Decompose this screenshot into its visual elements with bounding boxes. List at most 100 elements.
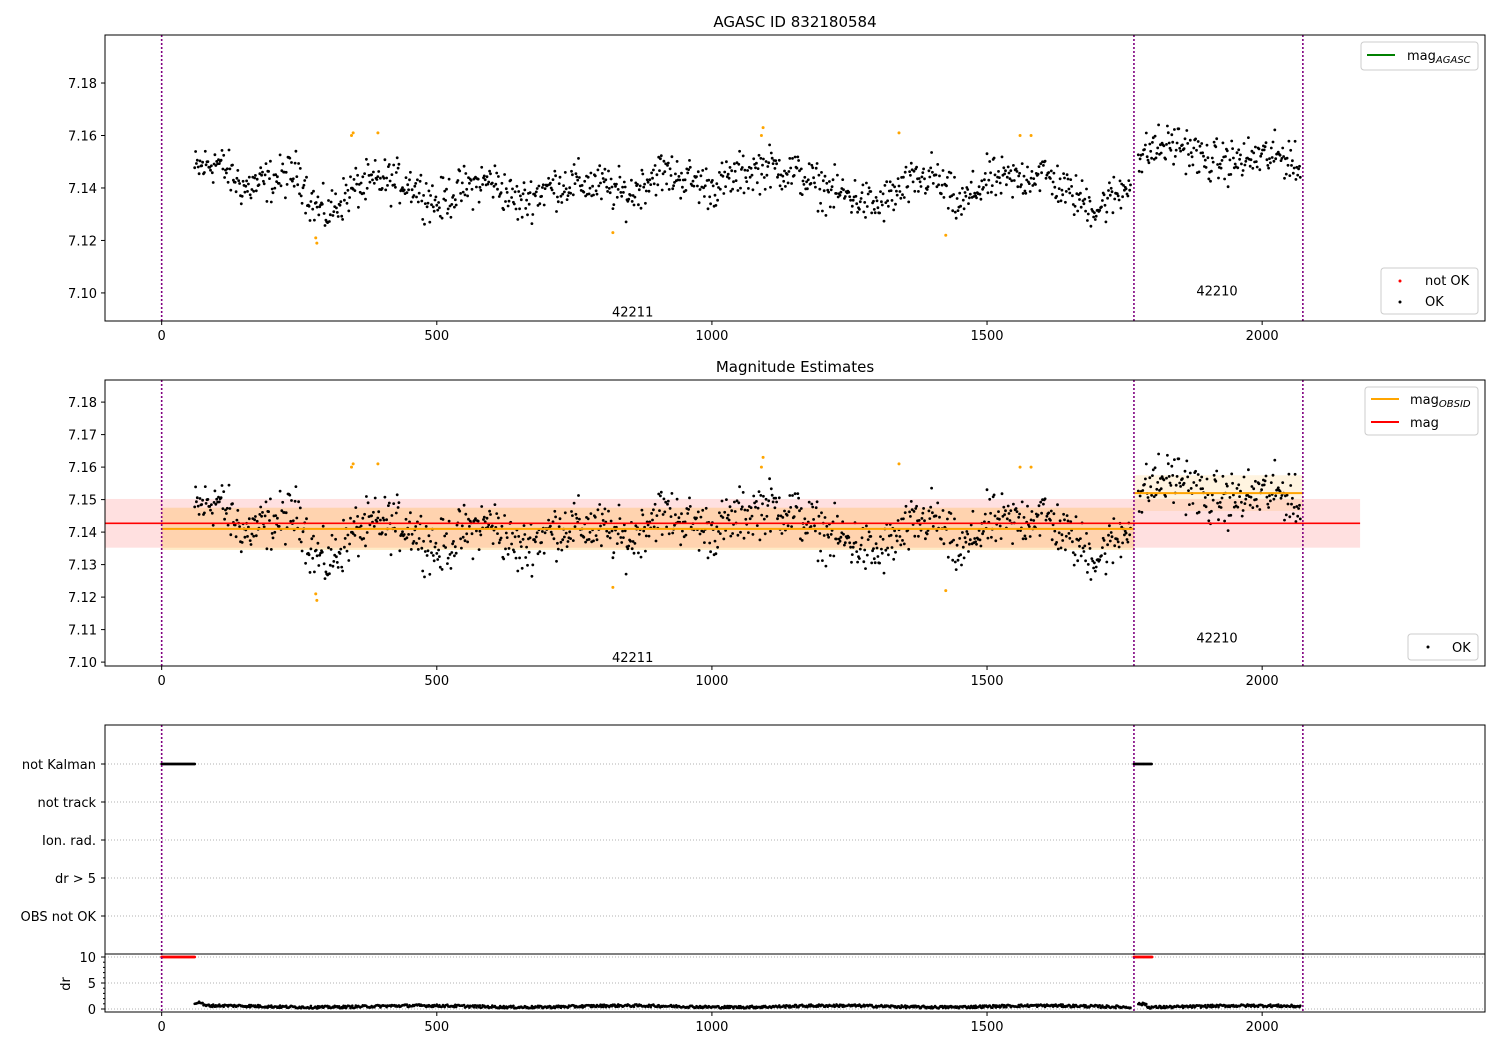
ok-point: [637, 188, 641, 192]
ok-point: [1077, 538, 1080, 542]
dr-point: [816, 1005, 820, 1008]
ok-point: [1105, 210, 1109, 214]
ok-point: [680, 512, 683, 516]
ok-point: [770, 493, 774, 497]
ok-point: [474, 175, 477, 179]
ok-point: [1020, 183, 1023, 187]
ok-point: [580, 184, 584, 187]
ok-point: [1224, 155, 1227, 158]
ok-point: [563, 190, 566, 194]
ok-point: [1069, 178, 1073, 182]
ok-point: [629, 539, 632, 543]
ok-point: [445, 532, 448, 535]
ok-point: [678, 178, 682, 182]
ok-point: [998, 517, 1001, 521]
ok-point: [1287, 139, 1291, 143]
ok-point: [588, 186, 592, 190]
flag-point-not-kalman: [193, 762, 197, 766]
ok-point: [1230, 139, 1234, 143]
ok-point: [450, 203, 454, 206]
ok-point: [1008, 519, 1012, 522]
ok-point: [1195, 484, 1198, 487]
ok-point: [1172, 501, 1175, 504]
ok-point: [530, 222, 534, 226]
ok-point: [381, 516, 385, 520]
ok-point: [931, 182, 935, 185]
ok-point: [1118, 179, 1122, 183]
ok-point: [212, 501, 216, 504]
dr-point: [284, 1004, 288, 1008]
ok-point: [848, 541, 852, 545]
ok-point: [755, 500, 758, 503]
ok-point: [555, 210, 558, 213]
ok-point: [600, 512, 604, 516]
ok-point: [261, 170, 264, 174]
ok-point: [747, 187, 750, 190]
ok-point: [914, 507, 918, 510]
ok-point: [892, 208, 896, 212]
ok-point: [1104, 220, 1108, 224]
ok-point: [633, 195, 637, 199]
ok-point: [848, 195, 852, 199]
ok-point: [825, 181, 829, 185]
ok-point: [895, 193, 899, 197]
ok-point: [297, 162, 300, 165]
ok-point: [518, 207, 521, 211]
ok-point: [1284, 513, 1288, 517]
ok-point: [361, 516, 365, 520]
ok-point: [895, 539, 899, 543]
ok-point: [986, 191, 990, 195]
ok-point: [1204, 505, 1208, 509]
ok-point: [1064, 548, 1067, 552]
ok-point: [1032, 519, 1036, 522]
ok-point: [1136, 153, 1140, 157]
ok-point: [887, 553, 890, 557]
ok-point: [1052, 512, 1056, 516]
ok-point: [312, 189, 315, 193]
x-tick-label: 1000: [695, 329, 728, 344]
ok-point: [686, 171, 690, 175]
ok-point: [1086, 219, 1089, 222]
ok-point: [540, 541, 543, 544]
ok-point: [600, 544, 603, 548]
ok-point: [574, 512, 578, 516]
ok-point: [733, 500, 736, 504]
dr-point: [502, 1004, 506, 1008]
ok-point: [995, 180, 999, 184]
ok-point: [1047, 511, 1051, 515]
ok-point: [463, 193, 467, 197]
ok-point: [870, 561, 874, 565]
ok-point: [1191, 502, 1195, 505]
ok-point: [542, 551, 546, 555]
ok-point: [623, 185, 627, 189]
ok-point: [751, 533, 755, 536]
ok-point: [785, 513, 789, 517]
ok-point: [849, 198, 852, 202]
ok-point: [1019, 185, 1022, 189]
ok-point: [985, 488, 989, 492]
ok-point: [961, 198, 965, 202]
ok-point: [1255, 165, 1259, 169]
ok-point: [1081, 546, 1085, 550]
ok-point: [1263, 145, 1267, 149]
dr-point: [1098, 1004, 1101, 1007]
ok-point: [495, 171, 499, 175]
ok-point: [827, 190, 830, 194]
y-tick-label: 7.13: [68, 559, 97, 574]
ok-point: [824, 564, 828, 568]
ok-point: [520, 566, 524, 570]
not-ok-point: [376, 462, 380, 466]
ok-point: [649, 183, 653, 187]
ok-point: [950, 540, 954, 544]
ok-point: [1078, 544, 1081, 548]
x-tick-label: 1000: [695, 1020, 728, 1035]
ok-point: [1143, 483, 1146, 486]
ok-point: [402, 533, 406, 536]
ok-point: [850, 204, 854, 208]
ok-point: [1219, 166, 1223, 170]
ok-point: [899, 196, 903, 200]
ok-point: [646, 180, 650, 184]
ok-point: [480, 165, 484, 169]
ok-point: [566, 540, 570, 543]
ok-point: [1187, 489, 1190, 492]
